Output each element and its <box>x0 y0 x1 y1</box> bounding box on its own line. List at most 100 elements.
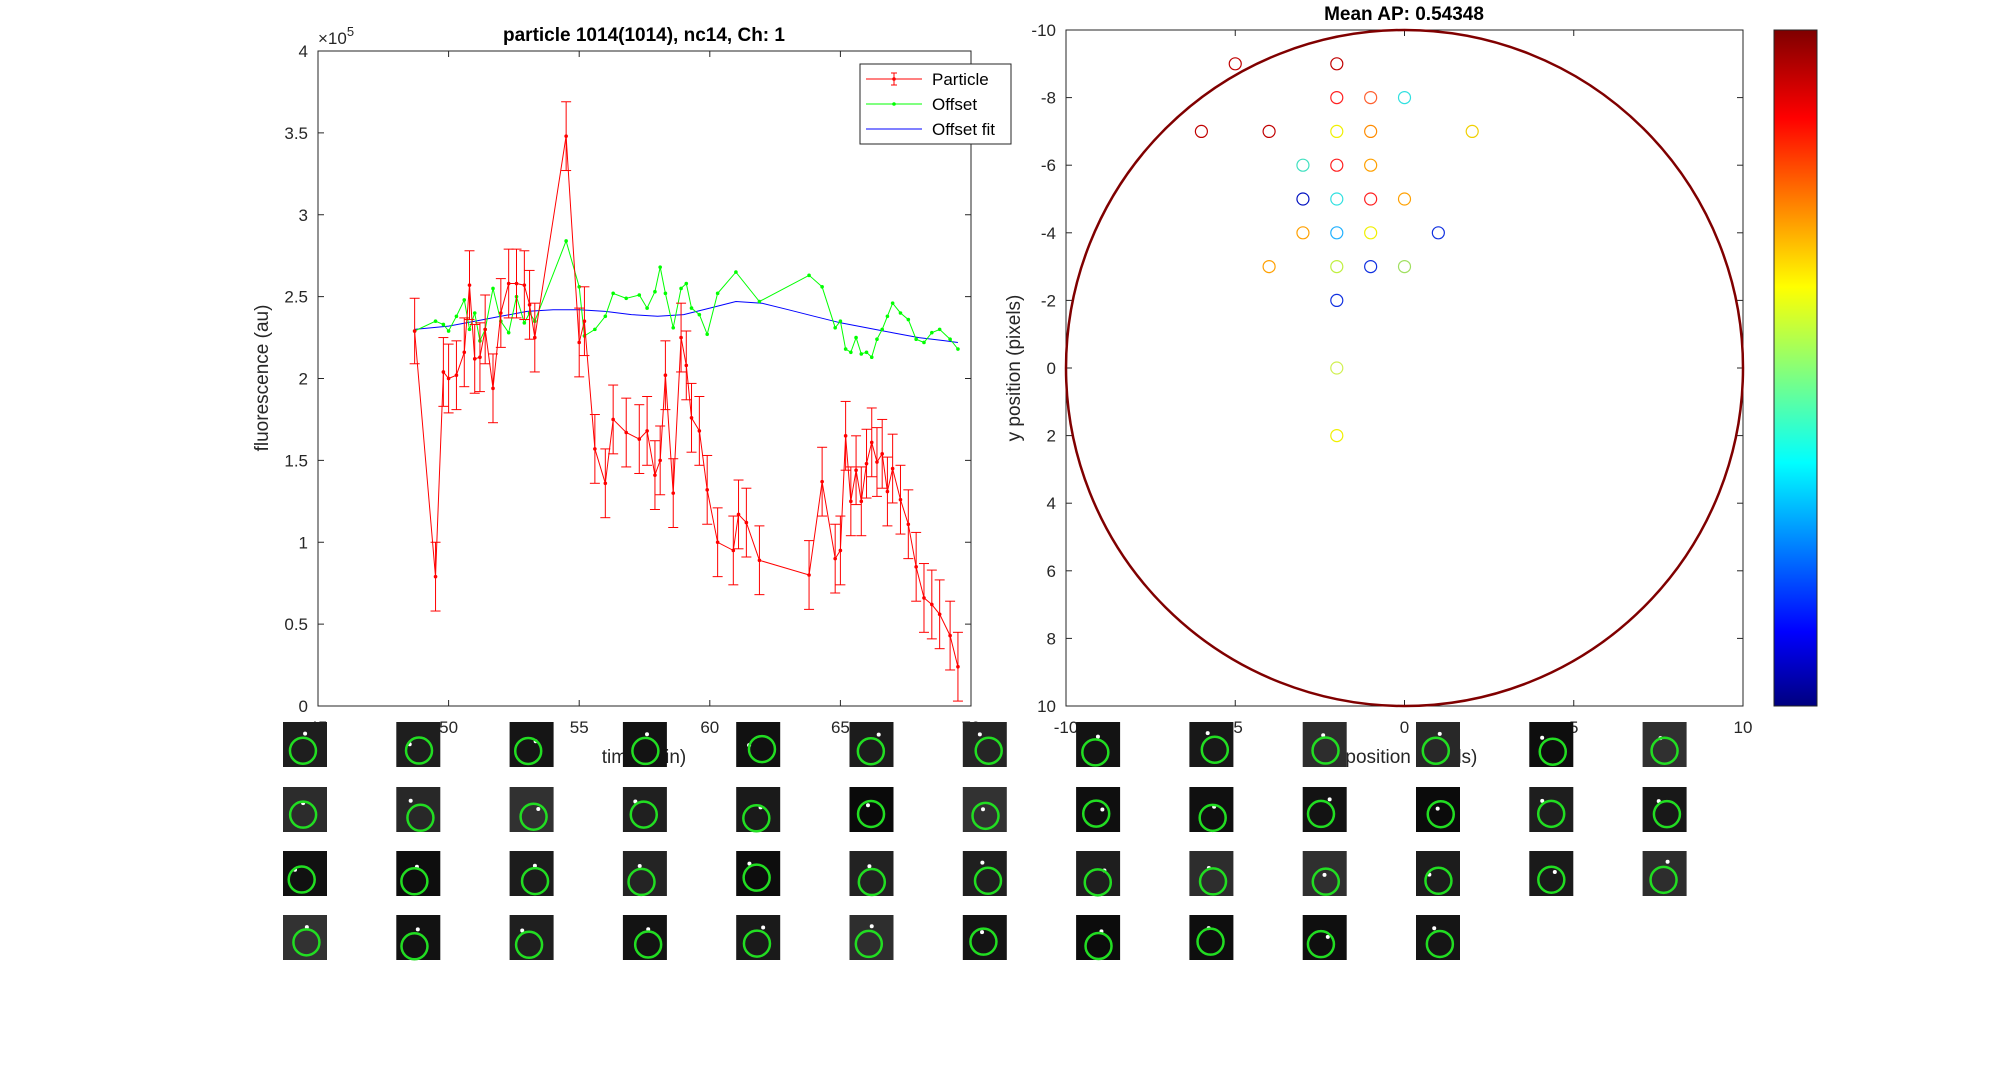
data-point <box>645 306 649 310</box>
particle-ring <box>400 867 429 896</box>
ap-point <box>1397 90 1412 105</box>
legend-item-particle: Particle <box>866 70 989 89</box>
particle-ring <box>1425 929 1455 959</box>
data-point <box>462 350 467 355</box>
thumbnail-background <box>396 722 441 767</box>
x-tick-label: 65 <box>831 718 850 737</box>
particle-thumbnail <box>1302 851 1347 896</box>
particle-ring <box>747 734 777 764</box>
ap-point <box>1330 361 1344 375</box>
particle-ring <box>631 736 660 766</box>
spot <box>1540 735 1545 740</box>
data-point <box>433 319 438 323</box>
data-point <box>898 311 903 315</box>
particle-ring <box>1081 738 1110 767</box>
data-point <box>663 291 668 296</box>
spot <box>977 732 982 737</box>
thumbnail-background <box>283 787 327 832</box>
data-point <box>611 291 615 296</box>
particle-thumbnail <box>962 851 1007 896</box>
thumbnail-background <box>1076 722 1121 767</box>
particle-thumbnail <box>1529 722 1574 767</box>
particle-thumbnail <box>736 787 781 833</box>
data-point <box>663 373 668 378</box>
particle-thumbnail <box>1076 722 1121 767</box>
data-point <box>472 357 477 361</box>
data-point <box>446 329 451 333</box>
particle-thumbnail <box>1076 851 1121 897</box>
particle-ring <box>856 799 886 829</box>
ap-point <box>1364 124 1378 138</box>
data-point <box>757 558 762 563</box>
particle-thumbnail <box>736 851 781 896</box>
spot <box>408 798 413 803</box>
thumbnail-background <box>849 851 894 896</box>
data-point <box>849 499 853 504</box>
ap-point <box>1397 260 1412 274</box>
fluorescence-axis-label: fluorescence (au) <box>252 305 273 452</box>
data-point <box>603 314 608 319</box>
thumbnail-background <box>283 915 327 960</box>
series-line <box>414 239 959 359</box>
data-point <box>582 319 587 323</box>
data-point <box>522 283 527 287</box>
particle-thumbnail <box>1529 787 1574 832</box>
data-point <box>854 468 858 473</box>
particle-thumbnail <box>1189 915 1234 960</box>
ap-point <box>1330 226 1344 240</box>
particle-thumbnail <box>622 722 667 767</box>
particle-thumbnail <box>396 915 441 961</box>
particle-thumbnail <box>1189 787 1234 833</box>
particle-ring <box>742 804 771 833</box>
ap-position-plot: Mean AP: 0.54348 -10 -5 0 5 10 -10-8-6-4-202… <box>1004 4 1752 768</box>
particle-thumbnail <box>1302 722 1347 767</box>
particle-thumbnail <box>1416 851 1460 896</box>
data-point <box>757 299 762 304</box>
particle-thumbnail <box>622 787 667 832</box>
fluorescence-plot: particle 1014(1014), nc14, Ch: 1 4550556… <box>252 24 1012 768</box>
data-point <box>577 340 581 345</box>
particle-ring <box>974 736 1003 765</box>
data-point <box>930 330 934 335</box>
particle-thumbnail <box>283 851 327 896</box>
particle-ring <box>973 866 1003 896</box>
data-point <box>843 347 848 351</box>
particle-thumbnail <box>1076 787 1121 832</box>
data-point <box>671 325 676 330</box>
data-point <box>506 281 511 286</box>
ap-marks <box>1064 28 1745 708</box>
data-point <box>948 337 952 342</box>
y-position-axis-label: y position (pixels) <box>1004 295 1025 442</box>
particle-thumbnail <box>1302 915 1347 960</box>
data-point <box>593 447 597 451</box>
data-point <box>514 281 519 286</box>
spot <box>980 930 985 935</box>
particle-thumbnail <box>1076 915 1121 961</box>
ap-point <box>1296 226 1310 240</box>
spot <box>747 861 752 866</box>
ap-point <box>1330 293 1344 307</box>
y-tick-label: 3.5 <box>284 124 308 143</box>
particle-thumbnails <box>283 722 1687 961</box>
data-point <box>715 291 720 296</box>
spot <box>867 864 872 869</box>
spot <box>646 927 651 932</box>
particle-thumbnail <box>509 787 554 832</box>
thumbnail-background <box>1416 722 1460 767</box>
particle-ring <box>400 932 429 961</box>
particle-ring <box>288 736 318 765</box>
particle-thumbnail <box>849 722 894 767</box>
particle-ring <box>742 929 772 958</box>
particle-ring <box>292 928 321 957</box>
data-point <box>864 350 869 355</box>
data-point <box>624 296 629 301</box>
spot <box>536 807 541 812</box>
data-point <box>433 574 438 579</box>
data-point <box>833 325 837 330</box>
spot <box>1321 733 1326 738</box>
particle-thumbnail <box>509 915 554 960</box>
data-point <box>820 479 824 484</box>
legend-label-offset-fit: Offset fit <box>932 120 995 139</box>
data-point <box>679 286 683 291</box>
data-point <box>937 612 942 617</box>
